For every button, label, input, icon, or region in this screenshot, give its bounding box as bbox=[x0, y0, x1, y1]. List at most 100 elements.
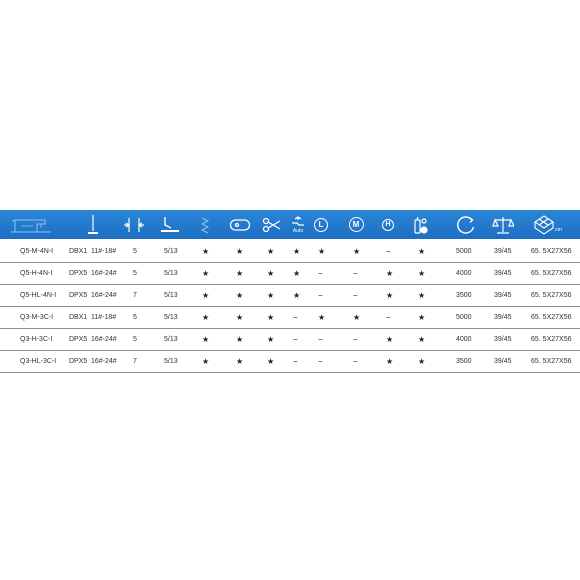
needle-size-cell: 16#-24# bbox=[91, 292, 117, 299]
feature-cell: ★ bbox=[202, 313, 210, 322]
feature-cell: ★ bbox=[236, 335, 244, 344]
l-badge-icon: L bbox=[312, 212, 330, 237]
feature-cell: ★ bbox=[267, 335, 275, 344]
model-cell: Q5-HL-4N-I bbox=[20, 292, 57, 299]
speed-cell: 3500 bbox=[456, 292, 472, 299]
feature-cell: − bbox=[353, 269, 358, 278]
spec-table-header: Auto L M H bbox=[0, 210, 580, 239]
weight-cell: 39/45 bbox=[494, 248, 512, 255]
package-cell: 65. 5X27X56 bbox=[531, 358, 572, 365]
weight-cell: 39/45 bbox=[494, 314, 512, 321]
foot-lift-cell: 5/13 bbox=[164, 292, 178, 299]
table-row: Q3-HL-3C-I DPX5 16#-24# 7 5/13 ★ ★ ★ − −… bbox=[0, 351, 580, 373]
feature-cell: ★ bbox=[418, 291, 426, 300]
needle-size-cell: 16#-24# bbox=[91, 358, 117, 365]
package-cell: 65. 5X27X56 bbox=[531, 248, 572, 255]
needle-size-cell: 16#-24# bbox=[91, 270, 117, 277]
l-badge-label: L bbox=[318, 220, 324, 229]
weight-cell: 39/45 bbox=[494, 358, 512, 365]
weight-cell: 39/45 bbox=[494, 336, 512, 343]
feature-cell: − bbox=[353, 335, 358, 344]
model-cell: Q3-H-3C-I bbox=[20, 336, 53, 343]
feature-cell: ★ bbox=[293, 291, 301, 300]
needle-system-cell: DBX1 bbox=[69, 248, 88, 255]
stitch-length-cell: 7 bbox=[133, 358, 137, 365]
feature-cell: ★ bbox=[418, 335, 426, 344]
feature-cell: ★ bbox=[202, 291, 210, 300]
foot-lift-cell: 5/13 bbox=[164, 358, 178, 365]
package-cell: 65. 5X27X56 bbox=[531, 270, 572, 277]
needle-system-cell: DPX5 bbox=[69, 270, 88, 277]
scissors-icon bbox=[262, 212, 282, 237]
feature-cell: ★ bbox=[293, 269, 301, 278]
feature-cell: ★ bbox=[318, 313, 326, 322]
speed-cell: 3500 bbox=[456, 358, 472, 365]
feature-cell: ★ bbox=[267, 247, 275, 256]
needle-system-cell: DPX5 bbox=[69, 292, 88, 299]
needle-size-cell: 11#-18# bbox=[91, 248, 117, 255]
stitch-length-cell: 7 bbox=[133, 292, 137, 299]
feature-cell: ★ bbox=[318, 247, 326, 256]
feature-cell: ★ bbox=[293, 247, 301, 256]
feature-cell: − bbox=[293, 335, 298, 344]
feature-cell: ★ bbox=[418, 269, 426, 278]
feature-cell: ★ bbox=[386, 335, 394, 344]
stitch-length-cell: 5 bbox=[133, 270, 137, 277]
table-row: Q3-M-3C-I DBX1 11#-18# 5 5/13 ★ ★ ★ − ★ … bbox=[0, 307, 580, 329]
needle-system-cell: DPX5 bbox=[69, 358, 88, 365]
m-badge-label: M bbox=[352, 220, 360, 229]
feature-cell: ★ bbox=[386, 291, 394, 300]
feature-cell: ★ bbox=[386, 269, 394, 278]
feature-cell: − bbox=[353, 291, 358, 300]
feature-cell: − bbox=[293, 357, 298, 366]
package-cell: 65. 5X27X56 bbox=[531, 292, 572, 299]
m-badge-icon: M bbox=[347, 212, 365, 237]
foot-lift-cell: 5/13 bbox=[164, 248, 178, 255]
feature-cell: ★ bbox=[202, 247, 210, 256]
h-badge-label: H bbox=[385, 221, 391, 228]
speed-cell: 4000 bbox=[456, 336, 472, 343]
feature-cell: − bbox=[318, 335, 323, 344]
feature-cell: ★ bbox=[267, 313, 275, 322]
feature-cell: − bbox=[386, 247, 391, 256]
spec-table: Auto L M H bbox=[0, 210, 580, 373]
model-cell: Q3-HL-3C-I bbox=[20, 358, 57, 365]
thread-trimmer-icon bbox=[229, 212, 251, 237]
balance-scale-icon bbox=[492, 212, 514, 237]
sewing-machine-icon bbox=[6, 212, 56, 237]
feature-cell: − bbox=[318, 269, 323, 278]
table-row: Q5-H-4N-I DPX5 16#-24# 5 5/13 ★ ★ ★ ★ − … bbox=[0, 263, 580, 285]
foot-lift-cell: 5/13 bbox=[164, 336, 178, 343]
feature-cell: ★ bbox=[418, 357, 426, 366]
speed-cell: 5000 bbox=[456, 248, 472, 255]
weight-cell: 39/45 bbox=[494, 270, 512, 277]
feature-cell: ★ bbox=[236, 357, 244, 366]
foot-lift-cell: 5/13 bbox=[164, 270, 178, 277]
feature-cell: − bbox=[386, 313, 391, 322]
table-row: Q3-H-3C-I DPX5 16#-24# 5 5/13 ★ ★ ★ − − … bbox=[0, 329, 580, 351]
feature-cell: ★ bbox=[353, 247, 361, 256]
feature-cell: ★ bbox=[267, 269, 275, 278]
feature-cell: ★ bbox=[353, 313, 361, 322]
auto-foot-lift-icon: Auto bbox=[287, 212, 309, 237]
feature-cell: − bbox=[293, 313, 298, 322]
model-cell: Q5-H-4N-I bbox=[20, 270, 53, 277]
needle-system-cell: DBX1 bbox=[69, 314, 88, 321]
stitch-length-cell: 5 bbox=[133, 248, 137, 255]
oil-dispenser-icon bbox=[412, 212, 430, 237]
feature-cell: ★ bbox=[236, 269, 244, 278]
stitch-length-cell: 5 bbox=[133, 314, 137, 321]
h-badge-icon: H bbox=[380, 212, 396, 237]
needle-system-cell: DPX5 bbox=[69, 336, 88, 343]
model-cell: Q3-M-3C-I bbox=[20, 314, 54, 321]
feature-cell: ★ bbox=[236, 313, 244, 322]
spec-table-body: Q5-M-4N-I DBX1 11#-18# 5 5/13 ★ ★ ★ ★ ★ … bbox=[0, 241, 580, 373]
package-cell: 65. 5X27X56 bbox=[531, 314, 572, 321]
table-row: Q5-M-4N-I DBX1 11#-18# 5 5/13 ★ ★ ★ ★ ★ … bbox=[0, 241, 580, 263]
cm-label: cm bbox=[555, 226, 562, 233]
feature-cell: ★ bbox=[418, 247, 426, 256]
package-cell: 65. 5X27X56 bbox=[531, 336, 572, 343]
feature-cell: ★ bbox=[202, 335, 210, 344]
stitch-length-icon bbox=[123, 212, 145, 237]
auto-label: Auto bbox=[292, 227, 304, 234]
